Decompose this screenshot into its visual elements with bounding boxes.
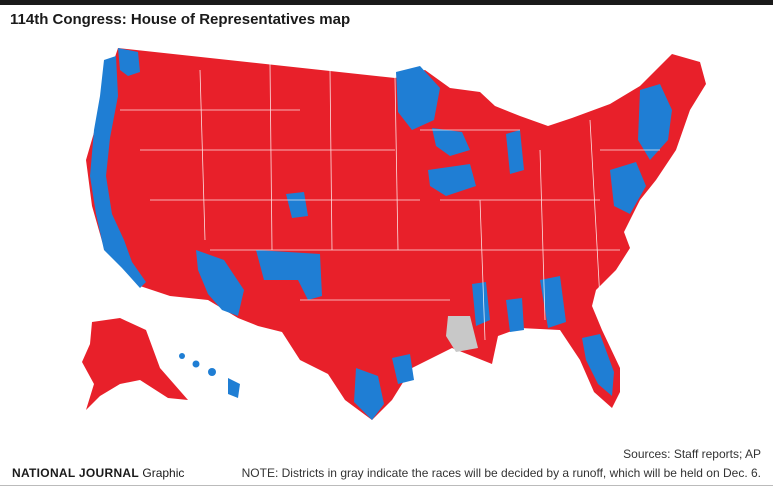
bottom-rule xyxy=(0,485,773,486)
runoff-note: NOTE: Districts in gray indicate the rac… xyxy=(241,466,761,480)
alaska xyxy=(82,318,188,410)
texas-houston-districts xyxy=(392,354,414,384)
boundary-lines xyxy=(120,63,660,341)
runoff-districts xyxy=(446,316,478,352)
hawaii-big-island xyxy=(228,378,240,398)
michigan-districts xyxy=(506,130,524,174)
brand-suffix: Graphic xyxy=(142,466,185,480)
florida-districts xyxy=(582,334,614,396)
us-house-map xyxy=(82,48,706,420)
hawaii-oahu xyxy=(192,360,200,368)
democrat-districts xyxy=(90,48,672,420)
new-england-districts xyxy=(638,84,672,160)
brand-name: NATIONAL JOURNAL xyxy=(12,466,140,480)
sources-note: Sources: Staff reports; AP xyxy=(623,447,761,461)
district-boundaries xyxy=(120,63,660,341)
west-coast-districts xyxy=(90,56,146,288)
hawaii-kauai xyxy=(179,353,185,359)
minnesota-districts xyxy=(396,66,440,130)
texas-south-districts xyxy=(354,368,384,420)
louisiana-runoff-districts xyxy=(446,316,478,352)
georgia-districts xyxy=(540,276,566,328)
new-mexico-districts xyxy=(256,250,322,300)
page-title: 114th Congress: House of Representatives… xyxy=(10,11,351,28)
colorado-districts xyxy=(286,192,308,218)
top-rule xyxy=(0,0,773,5)
hawaii-maui xyxy=(208,368,216,376)
washington-districts xyxy=(118,48,140,76)
arizona-nm-districts xyxy=(196,250,244,316)
brand-credit: NATIONAL JOURNAL Graphic xyxy=(12,466,184,480)
mississippi-delta-districts xyxy=(472,282,490,326)
mid-atlantic-districts xyxy=(610,162,646,214)
iowa-illinois-districts xyxy=(428,164,476,196)
wisconsin-districts xyxy=(432,128,470,156)
alabama-districts xyxy=(506,298,524,332)
